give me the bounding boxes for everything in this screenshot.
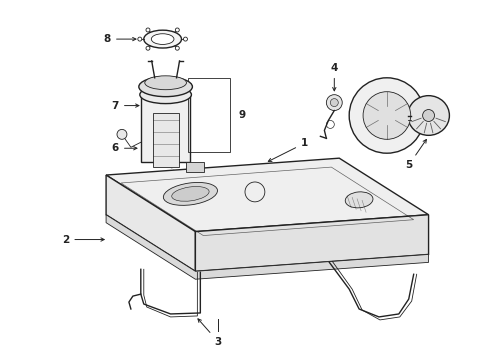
Circle shape (349, 78, 425, 153)
Circle shape (363, 92, 411, 139)
Text: 5: 5 (405, 140, 426, 170)
Text: 4: 4 (331, 63, 338, 91)
Polygon shape (196, 215, 429, 271)
Circle shape (138, 37, 142, 41)
Circle shape (175, 28, 179, 32)
Text: 3: 3 (198, 319, 222, 347)
Bar (187, 162, 204, 172)
Text: 9: 9 (238, 109, 245, 120)
Text: 1: 1 (269, 138, 308, 161)
Ellipse shape (408, 96, 449, 135)
Ellipse shape (140, 86, 192, 104)
Ellipse shape (139, 77, 193, 96)
Ellipse shape (145, 76, 187, 90)
Circle shape (146, 28, 150, 32)
Text: 8: 8 (104, 34, 136, 44)
Ellipse shape (144, 30, 181, 48)
Bar (141, 95, 191, 162)
Polygon shape (106, 175, 196, 271)
Ellipse shape (163, 183, 218, 205)
Polygon shape (106, 215, 429, 279)
Polygon shape (106, 158, 429, 231)
Circle shape (175, 46, 179, 50)
Bar (189, 78, 230, 152)
Circle shape (183, 37, 188, 41)
Circle shape (326, 95, 342, 111)
Ellipse shape (172, 186, 209, 201)
Circle shape (117, 129, 127, 139)
Bar (153, 113, 178, 167)
Text: 6: 6 (112, 143, 137, 153)
Ellipse shape (345, 192, 373, 208)
Circle shape (422, 109, 435, 121)
Text: 2: 2 (62, 234, 104, 244)
Circle shape (330, 99, 338, 107)
Text: 7: 7 (112, 100, 139, 111)
Circle shape (146, 46, 150, 50)
Ellipse shape (151, 34, 174, 44)
